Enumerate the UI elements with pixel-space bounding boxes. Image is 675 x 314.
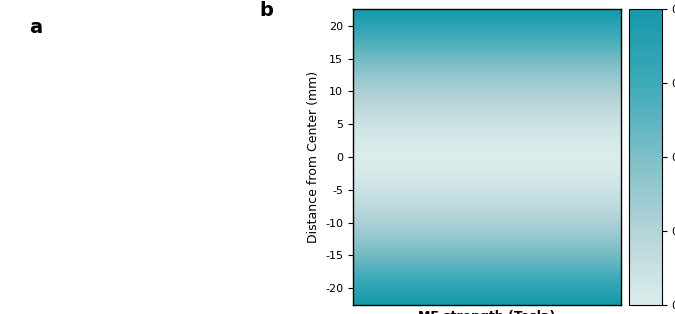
Y-axis label: Distance from Center (mm): Distance from Center (mm) (306, 71, 319, 243)
X-axis label: MF strength (Tesla): MF strength (Tesla) (418, 310, 556, 314)
Text: b: b (259, 1, 273, 19)
Text: a: a (29, 18, 42, 37)
